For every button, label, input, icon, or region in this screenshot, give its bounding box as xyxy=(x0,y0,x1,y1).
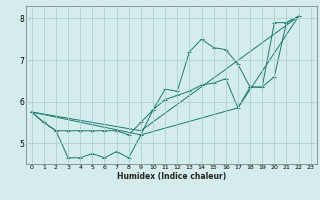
X-axis label: Humidex (Indice chaleur): Humidex (Indice chaleur) xyxy=(116,172,226,181)
